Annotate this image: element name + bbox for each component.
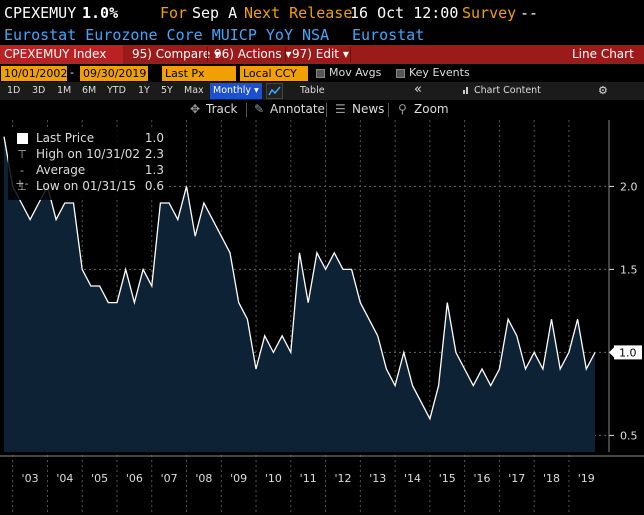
y-tick-label: 1.5 bbox=[620, 263, 638, 276]
legend-average-value: 1.3 bbox=[144, 163, 164, 177]
x-tick-label: '18 bbox=[543, 472, 560, 485]
x-tick-label: '14 bbox=[404, 472, 421, 485]
annotate-button[interactable]: Annotate bbox=[270, 102, 325, 116]
series-area-fill bbox=[4, 136, 595, 452]
security-description-row: Eurostat Eurozone Core MUICP YoY NSA Eur… bbox=[0, 26, 644, 46]
line-chart[interactable]: 0.5 1.0 1.5 2.0 1.0 '03 '04 '05 '06 '07 '08 '09 '10… bbox=[0, 120, 644, 515]
legend-last-price-label: Last Price bbox=[36, 131, 95, 145]
range-toolbar: 10/01/2002 - 09/30/2019 Last Px Local CC… bbox=[0, 64, 644, 82]
zoom-icon: ⚲ bbox=[398, 102, 407, 116]
chart-content-icon[interactable] bbox=[462, 85, 471, 98]
security-description: Eurostat Eurozone Core MUICP YoY NSA bbox=[4, 26, 330, 44]
key-events-checkbox[interactable] bbox=[396, 69, 405, 78]
x-tick-label: '13 bbox=[369, 472, 386, 485]
for-value: Sep A bbox=[192, 4, 238, 22]
high-marker-icon: ⊤ bbox=[17, 148, 27, 161]
x-tick-label: '17 bbox=[508, 472, 525, 485]
x-tick-label: '04 bbox=[56, 472, 73, 485]
line-chart-icon[interactable] bbox=[266, 83, 283, 99]
survey-value: -- bbox=[520, 4, 539, 22]
chart-type-label[interactable]: Line Chart bbox=[572, 47, 634, 61]
next-release-value: 16 Oct 12:00 bbox=[350, 4, 459, 22]
x-tick-label: '03 bbox=[22, 472, 39, 485]
track-icon: ✥ bbox=[190, 102, 201, 116]
y-tick-label: 2.0 bbox=[620, 180, 638, 193]
last-value-pointer bbox=[609, 347, 614, 358]
legend-swatch-icon bbox=[14, 132, 30, 144]
chart-tools-toolbar: ✥ Track ✎ Annotate ☰ News ⚲ Zoom bbox=[0, 100, 644, 120]
main-toolbar: CPEXEMUY Index 95) Compare ▾ 96) Actions… bbox=[0, 45, 644, 64]
x-tick-label: '16 bbox=[473, 472, 490, 485]
period-ytd[interactable]: YTD bbox=[107, 85, 126, 96]
x-tick-label: '11 bbox=[300, 472, 317, 485]
track-button[interactable]: Track bbox=[206, 102, 238, 116]
x-tick-label: '05 bbox=[91, 472, 108, 485]
last-value-tag-label: 1.0 bbox=[619, 346, 637, 359]
for-label: For bbox=[160, 4, 188, 22]
mov-avgs-checkbox[interactable] bbox=[316, 69, 325, 78]
settings-gear-icon[interactable]: ⚙ bbox=[598, 84, 608, 97]
legend-high-value: 2.3 bbox=[144, 147, 164, 161]
ticker-label: CPEXEMUY bbox=[4, 4, 77, 22]
x-tick-label: '10 bbox=[265, 472, 282, 485]
period-1y[interactable]: 1Y bbox=[138, 85, 150, 96]
legend-low-label: Low on 01/31/15 bbox=[36, 179, 137, 193]
series-line bbox=[3, 136, 596, 421]
period-1m[interactable]: 1M bbox=[57, 85, 72, 96]
y-tick-label: 0.5 bbox=[620, 429, 638, 442]
average-marker-icon: -+- bbox=[15, 164, 29, 190]
mov-avgs-label: Mov Avgs bbox=[329, 66, 382, 79]
last-value-tag bbox=[614, 345, 642, 360]
legend-average-label: Average bbox=[36, 163, 86, 177]
table-view-button[interactable]: Table bbox=[300, 85, 325, 96]
news-icon: ☰ bbox=[335, 102, 346, 116]
collapse-icon[interactable]: « bbox=[414, 82, 422, 97]
period-1d[interactable]: 1D bbox=[7, 85, 21, 96]
chart-legend[interactable]: Last Price 1.0 ⊤ High on 10/31/02 2.3 -+… bbox=[8, 128, 168, 200]
legend-high-label: High on 10/31/02 bbox=[36, 147, 141, 161]
low-marker-icon: ⊥ bbox=[17, 180, 27, 193]
x-tick-label: '07 bbox=[161, 472, 178, 485]
x-tick-label: '06 bbox=[126, 472, 143, 485]
edit-menu[interactable]: 97) Edit ▾ bbox=[292, 47, 349, 61]
x-tick-label: '08 bbox=[195, 472, 212, 485]
x-tick-label: '12 bbox=[334, 472, 351, 485]
key-events-label: Key Events bbox=[409, 66, 470, 79]
period-3d[interactable]: 3D bbox=[32, 85, 46, 96]
news-button[interactable]: News bbox=[352, 102, 385, 116]
start-date-field[interactable]: 10/01/2002 bbox=[1, 66, 67, 81]
period-max[interactable]: Max bbox=[184, 85, 204, 96]
period-toolbar: 1D 3D 1M 6M YTD 1Y 5Y Max Monthly ▾ Tabl… bbox=[0, 82, 644, 100]
frequency-selector[interactable]: Monthly ▾ bbox=[210, 83, 262, 99]
x-tick-label: '19 bbox=[578, 472, 595, 485]
last-value: 1.0% bbox=[82, 4, 119, 22]
end-date-field[interactable]: 09/30/2019 bbox=[80, 66, 148, 81]
legend-low-value: 0.6 bbox=[144, 179, 164, 193]
next-release-label: Next Release bbox=[244, 4, 353, 22]
annotate-icon: ✎ bbox=[254, 102, 265, 116]
legend-last-price-value: 1.0 bbox=[144, 131, 164, 145]
actions-menu[interactable]: 96) Actions ▾ bbox=[214, 47, 292, 61]
data-source: Eurostat bbox=[352, 26, 425, 44]
security-field[interactable]: CPEXEMUY Index bbox=[0, 45, 123, 64]
chart-content-button[interactable]: Chart Content bbox=[474, 85, 541, 96]
compare-menu[interactable]: 95) Compare ▾ bbox=[132, 47, 221, 61]
field-selector[interactable]: Last Px bbox=[162, 66, 236, 81]
survey-label: Survey bbox=[462, 4, 517, 22]
period-5y[interactable]: 5Y bbox=[161, 85, 173, 96]
currency-selector[interactable]: Local CCY bbox=[240, 66, 308, 81]
period-6m[interactable]: 6M bbox=[82, 85, 97, 96]
security-header: CPEXEMUY 1.0% For Sep A Next Release 16 … bbox=[0, 0, 644, 26]
x-tick-label: '15 bbox=[439, 472, 456, 485]
x-tick-label: '09 bbox=[230, 472, 247, 485]
zoom-button[interactable]: Zoom bbox=[414, 102, 449, 116]
